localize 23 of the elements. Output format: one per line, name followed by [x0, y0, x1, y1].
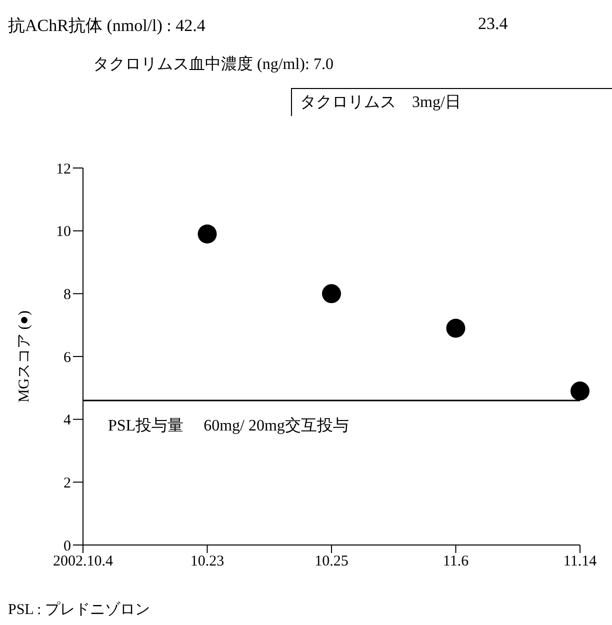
text: PSL : プレドニゾロン: [8, 600, 150, 619]
text: 抗AChR抗体 (nmol/l) : 42.4: [8, 15, 206, 37]
x-tick-label: 11.14: [563, 554, 598, 570]
point: [446, 318, 466, 338]
point: [570, 382, 590, 401]
text: 23.4: [478, 14, 508, 34]
x-tick-label: 10.25: [314, 554, 348, 570]
text: タクロリムス血中濃度 (ng/ml): 7.0: [93, 54, 334, 75]
y-tick-label: 0: [64, 538, 71, 554]
point: [322, 284, 341, 304]
x-tick-label: 11.6: [442, 554, 470, 570]
ref-line-label: PSL投与量 60mg/ 20mg交互投与: [108, 416, 349, 434]
y-axis-title: MGスコア (●): [16, 310, 32, 402]
y-tick-label: 6: [64, 350, 72, 366]
y-tick-label: 12: [56, 161, 71, 178]
x-tick-label: 10.23: [190, 554, 224, 570]
y-tick-label: 10: [56, 224, 71, 240]
x-tick-label: 2002.10.4: [53, 554, 114, 570]
point: [198, 224, 217, 244]
y-tick-label: 4: [64, 412, 72, 429]
text: タクロリムス 3mg/日: [291, 88, 612, 116]
y-tick-label: 8: [64, 286, 71, 303]
y-tick-label: 2: [64, 475, 71, 492]
